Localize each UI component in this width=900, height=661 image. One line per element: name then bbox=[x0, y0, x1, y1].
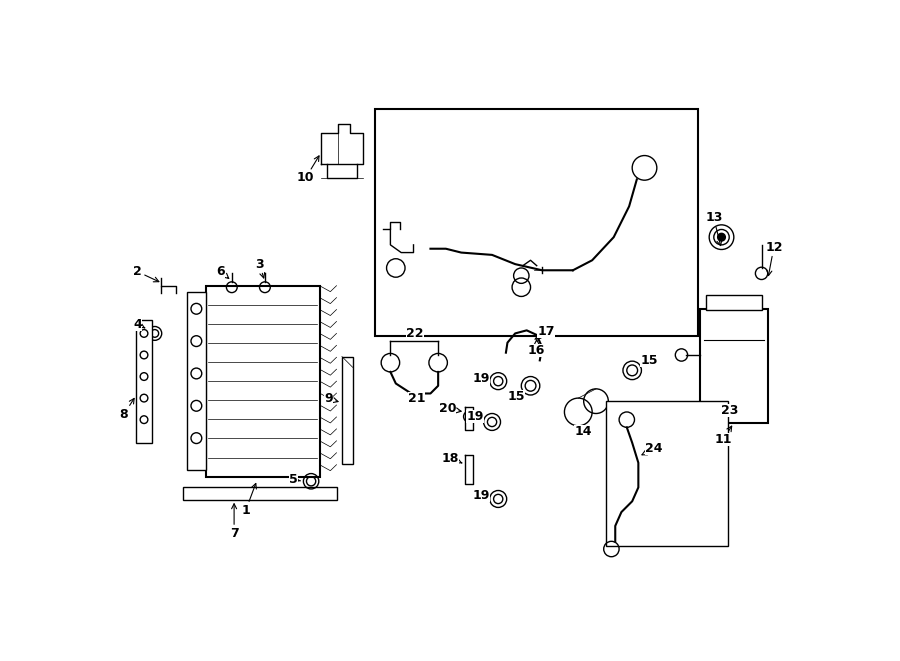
Text: 20: 20 bbox=[438, 403, 461, 415]
Bar bbox=[606, 401, 728, 546]
Text: 9: 9 bbox=[325, 393, 338, 405]
Text: 16: 16 bbox=[528, 340, 545, 357]
Text: 8: 8 bbox=[120, 399, 134, 421]
Text: 24: 24 bbox=[642, 442, 662, 455]
Text: 18: 18 bbox=[442, 451, 462, 465]
Circle shape bbox=[714, 229, 729, 245]
Bar bbox=[187, 292, 205, 471]
Text: 15: 15 bbox=[508, 390, 526, 403]
Text: 10: 10 bbox=[297, 156, 319, 184]
Text: 14: 14 bbox=[574, 426, 591, 438]
Text: 19: 19 bbox=[472, 371, 490, 385]
Text: 22: 22 bbox=[406, 327, 424, 340]
Text: 7: 7 bbox=[230, 504, 238, 540]
Bar bbox=[136, 319, 152, 443]
Text: 21: 21 bbox=[408, 393, 426, 405]
Bar bbox=[700, 309, 768, 423]
Text: 19: 19 bbox=[466, 410, 484, 423]
Bar bbox=[706, 295, 761, 310]
Circle shape bbox=[717, 233, 725, 241]
Text: 15: 15 bbox=[641, 354, 658, 367]
Text: 4: 4 bbox=[133, 318, 145, 330]
Text: 17: 17 bbox=[535, 325, 554, 339]
Text: 6: 6 bbox=[217, 265, 229, 278]
Text: 19: 19 bbox=[472, 488, 490, 502]
Text: 11: 11 bbox=[715, 426, 732, 446]
Bar bbox=[183, 487, 337, 500]
Bar bbox=[205, 286, 320, 477]
Bar bbox=[375, 108, 698, 336]
Text: 3: 3 bbox=[256, 258, 265, 278]
Text: 13: 13 bbox=[705, 212, 723, 246]
Text: 2: 2 bbox=[133, 265, 158, 282]
Bar bbox=[342, 356, 353, 464]
Text: 5: 5 bbox=[289, 473, 301, 486]
Text: 23: 23 bbox=[721, 404, 738, 417]
Text: 1: 1 bbox=[241, 483, 256, 517]
Text: 12: 12 bbox=[765, 241, 783, 276]
